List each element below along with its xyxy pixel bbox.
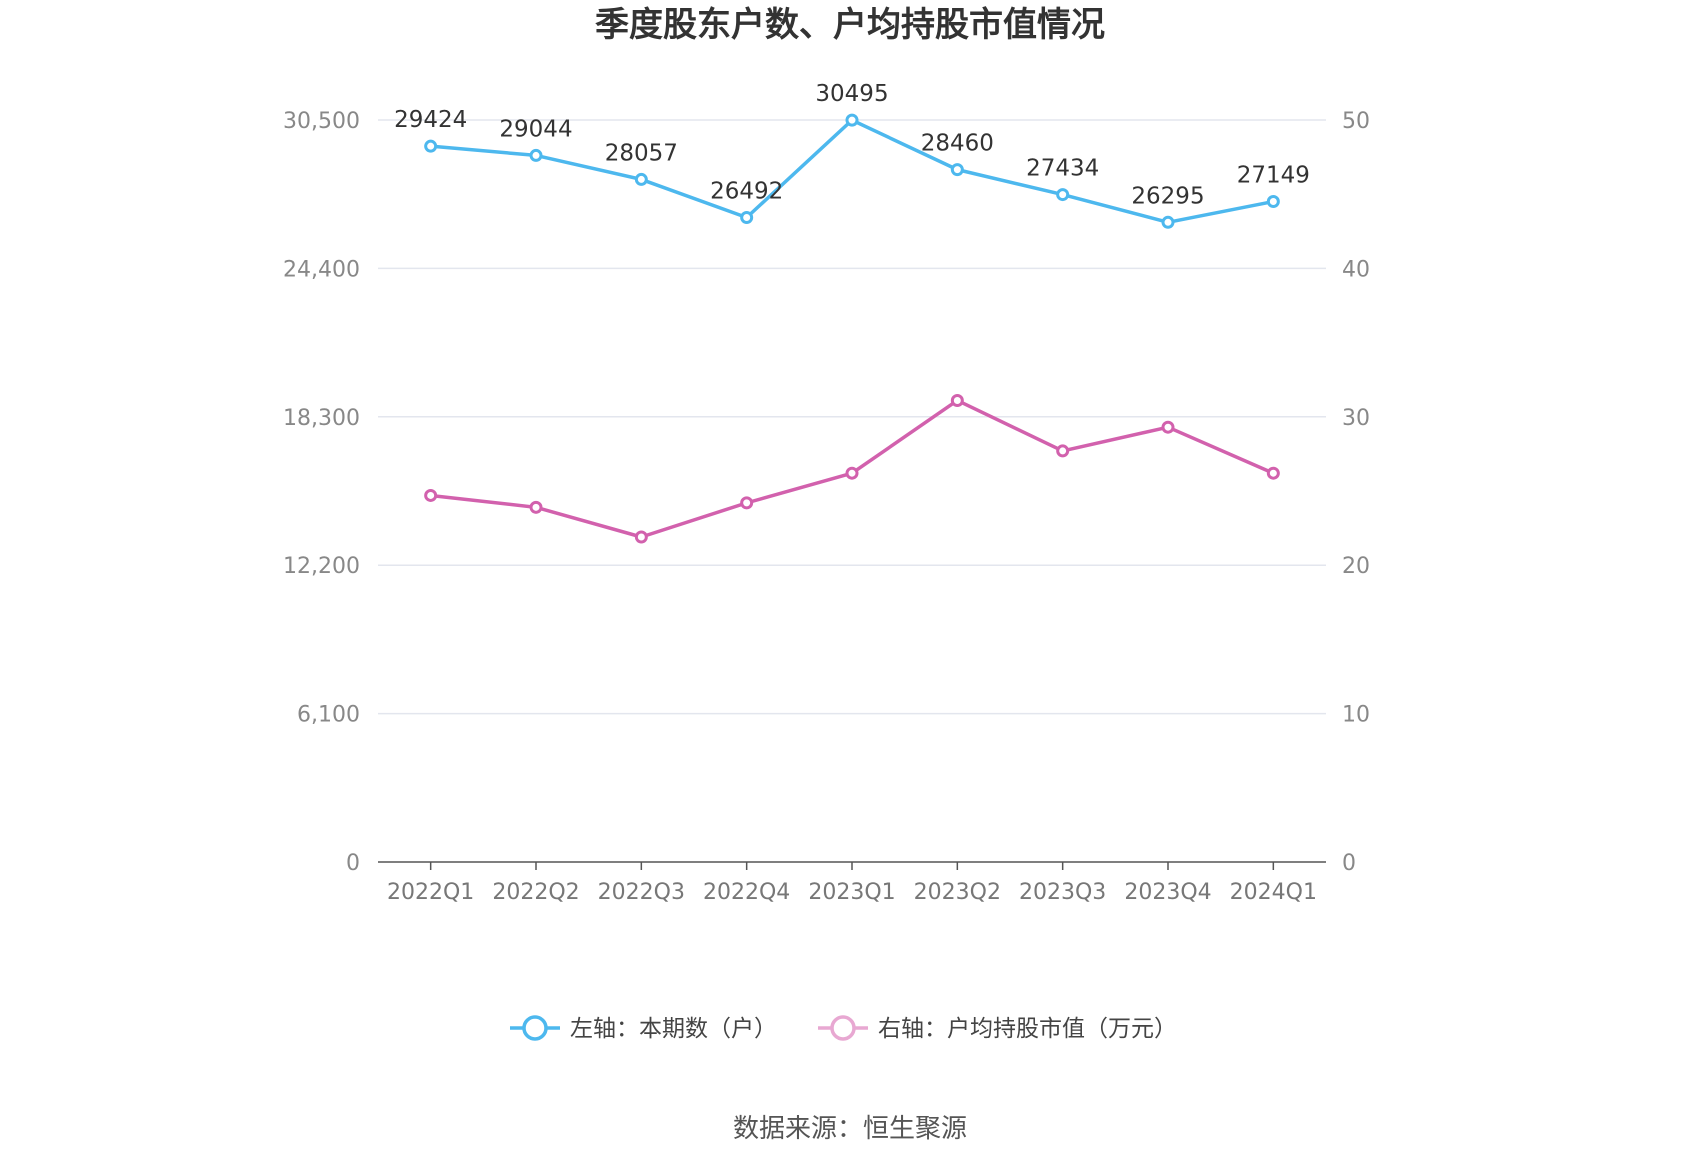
data-point[interactable] [1266, 466, 1280, 480]
data-point[interactable] [529, 148, 543, 162]
left-tick-label: 24,400 [283, 257, 360, 282]
data-point[interactable] [1266, 195, 1280, 209]
legend-item-2[interactable]: 右轴：户均持股市值（万元） [818, 1015, 1177, 1042]
data-point[interactable] [740, 496, 754, 510]
x-tick-label: 2024Q1 [1230, 880, 1317, 905]
x-tick-label: 2022Q2 [492, 880, 579, 905]
left-tick-label: 0 [346, 851, 360, 876]
data-point[interactable] [634, 172, 648, 186]
right-axis: 0 10 20 30 40 50 [1342, 109, 1370, 876]
data-point[interactable] [845, 466, 859, 480]
right-tick-label: 40 [1342, 257, 1370, 282]
left-tick-label: 30,500 [283, 109, 360, 134]
data-label: 27149 [1237, 163, 1310, 189]
data-label: 27434 [1026, 156, 1099, 182]
data-point[interactable] [740, 211, 754, 225]
left-axis: 0 6,100 12,200 18,300 24,400 30,500 [283, 109, 360, 876]
right-tick-label: 20 [1342, 554, 1370, 579]
data-source: 数据来源：恒生聚源 [733, 1114, 967, 1144]
data-point[interactable] [1056, 188, 1070, 202]
left-tick-label: 6,100 [297, 703, 360, 728]
x-tick-label: 2023Q2 [914, 880, 1001, 905]
left-tick-label: 12,200 [283, 554, 360, 579]
data-label: 30495 [815, 81, 888, 107]
data-point[interactable] [424, 139, 438, 153]
legend-marker-icon [830, 1015, 856, 1041]
legend-label: 右轴：户均持股市值（万元） [878, 1016, 1177, 1042]
data-point[interactable] [529, 500, 543, 514]
chart-title: 季度股东户数、户均持股市值情况 [595, 5, 1105, 45]
data-label: 28057 [605, 140, 678, 166]
data-label: 26295 [1131, 183, 1204, 209]
legend[interactable]: 左轴：本期数（户） 右轴：户均持股市值（万元） [510, 1015, 1177, 1042]
right-tick-label: 50 [1342, 109, 1370, 134]
data-label: 26492 [710, 179, 783, 205]
data-label: 29044 [499, 116, 572, 142]
data-label: 29424 [394, 107, 467, 133]
x-tick-label: 2023Q1 [808, 880, 895, 905]
right-tick-label: 30 [1342, 406, 1370, 431]
right-tick-label: 10 [1342, 703, 1370, 728]
x-tick-label: 2022Q4 [703, 880, 790, 905]
data-point[interactable] [634, 530, 648, 544]
x-axis: 2022Q1 2022Q2 2022Q3 2022Q4 2023Q1 2023Q2 2023… [378, 861, 1326, 905]
data-point[interactable] [424, 488, 438, 502]
legend-marker-icon [522, 1015, 548, 1041]
legend-label: 左轴：本期数（户） [570, 1016, 777, 1042]
data-label: 28460 [921, 131, 994, 157]
right-tick-label: 0 [1342, 851, 1356, 876]
x-tick-label: 2023Q4 [1124, 880, 1211, 905]
data-point[interactable] [950, 393, 964, 407]
series-layer: 29424 29044 28057 26492 30495 28460 27434 26295… [394, 81, 1310, 544]
data-point[interactable] [1161, 420, 1175, 434]
data-point[interactable] [845, 113, 859, 127]
data-point[interactable] [950, 163, 964, 177]
data-point[interactable] [1056, 444, 1070, 458]
x-tick-label: 2022Q1 [387, 880, 474, 905]
x-tick-label: 2022Q3 [598, 880, 685, 905]
left-tick-label: 18,300 [283, 406, 360, 431]
legend-item-1[interactable]: 左轴：本期数（户） [510, 1015, 777, 1042]
data-point[interactable] [1161, 215, 1175, 229]
x-tick-label: 2023Q3 [1019, 880, 1106, 905]
